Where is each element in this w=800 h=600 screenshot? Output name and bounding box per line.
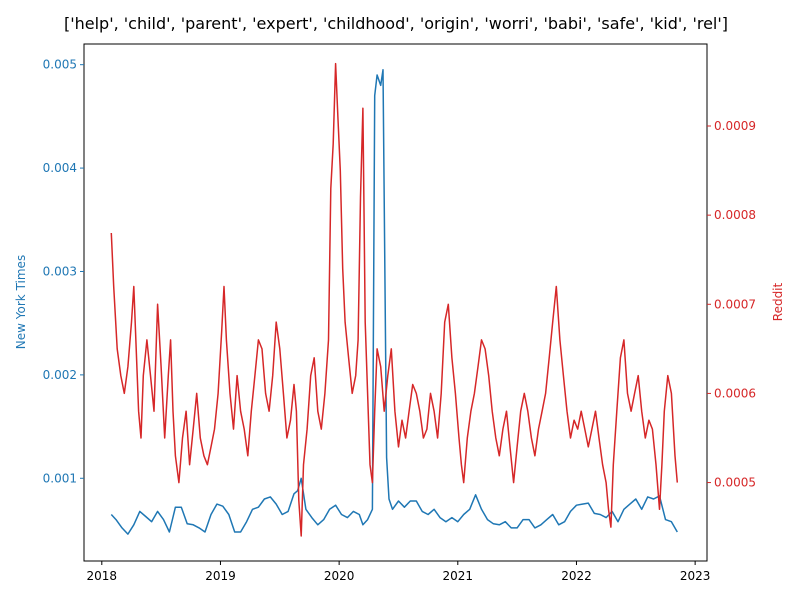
y-right-tick-label: 0.0008 [714, 208, 756, 222]
y-left-tick-label: 0.001 [43, 471, 77, 485]
series-line-new-york-times [110, 69, 678, 535]
y-right-tick-label: 0.0007 [714, 297, 756, 311]
y-right-tick-label: 0.0009 [714, 119, 756, 133]
y-left-tick-label: 0.003 [43, 264, 77, 278]
y-left-tick-label: 0.005 [43, 58, 77, 72]
plot-area [83, 43, 708, 562]
x-axis: 2018 2019 2020 2021 2022 2023 [87, 561, 711, 583]
y-left-tick-label: 0.004 [43, 161, 77, 175]
series-line-reddit [110, 62, 679, 537]
y-axis-right: 0.0005 0.0006 0.0007 0.0008 0.0009 [707, 119, 756, 490]
x-tick-label: 2023 [680, 569, 711, 583]
y-left-tick-label: 0.002 [43, 368, 77, 382]
y-axis-left: 0.001 0.002 0.003 0.004 0.005 [43, 58, 84, 485]
series-layer [110, 62, 679, 537]
x-tick-label: 2022 [561, 569, 592, 583]
chart-title: ['help', 'child', 'parent', 'expert', 'c… [64, 14, 728, 33]
x-tick-label: 2020 [324, 569, 355, 583]
y-right-tick-label: 0.0006 [714, 386, 756, 400]
y-axis-right-label: Reddit [771, 282, 785, 321]
x-tick-label: 2019 [205, 569, 236, 583]
x-tick-label: 2021 [443, 569, 474, 583]
y-right-tick-label: 0.0005 [714, 476, 756, 490]
y-axis-left-label: New York Times [14, 255, 28, 349]
x-tick-label: 2018 [87, 569, 118, 583]
